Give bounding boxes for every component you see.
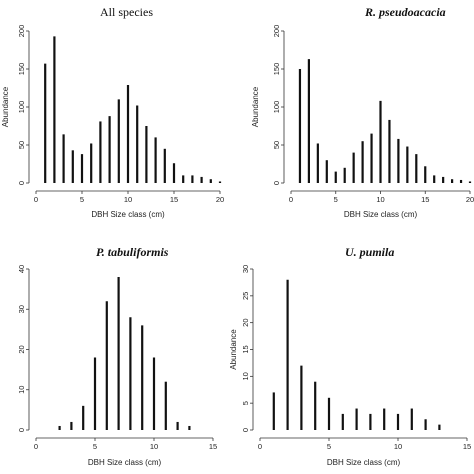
x-tick-label-top-right-15: 15 bbox=[421, 195, 429, 204]
x-tick-label-bottom-right-15: 15 bbox=[463, 442, 471, 451]
y-tick-label-top-left-200: 200 bbox=[17, 25, 26, 38]
panel-title-bottom-right: U. pumila bbox=[345, 245, 394, 259]
x-tick-label-top-right-10: 10 bbox=[376, 195, 384, 204]
x-tick-label-bottom-left-5: 5 bbox=[93, 442, 97, 451]
panel-title-bottom-left: P. tabuliformis bbox=[96, 245, 169, 259]
x-tick-label-top-left-10: 10 bbox=[124, 195, 132, 204]
y-tick-label-bottom-left-10: 10 bbox=[17, 386, 26, 394]
y-tick-label-top-right-150: 150 bbox=[272, 63, 281, 76]
x-tick-label-bottom-left-10: 10 bbox=[150, 442, 158, 451]
x-tick-label-top-right-0: 0 bbox=[289, 195, 293, 204]
y-tick-label-bottom-left-20: 20 bbox=[17, 345, 26, 353]
x-tick-label-top-left-5: 5 bbox=[80, 195, 84, 204]
y-tick-label-top-left-50: 50 bbox=[17, 141, 26, 149]
x-axis-label-top-left: DBH Size class (cm) bbox=[91, 210, 165, 219]
y-tick-label-bottom-right-20: 20 bbox=[241, 318, 250, 326]
y-tick-label-top-right-200: 200 bbox=[272, 25, 281, 38]
x-tick-label-top-left-0: 0 bbox=[34, 195, 38, 204]
y-tick-label-bottom-left-0: 0 bbox=[17, 428, 26, 432]
x-axis-label-bottom-right: DBH Size class (cm) bbox=[327, 458, 401, 467]
y-tick-label-top-left-150: 150 bbox=[17, 63, 26, 76]
y-tick-label-bottom-right-15: 15 bbox=[241, 345, 250, 353]
panel-title-top-right: R. pseudoacacia bbox=[364, 5, 446, 19]
x-tick-label-bottom-left-15: 15 bbox=[209, 442, 217, 451]
x-tick-label-bottom-left-0: 0 bbox=[34, 442, 38, 451]
y-tick-label-top-right-0: 0 bbox=[272, 181, 281, 185]
y-tick-label-top-left-100: 100 bbox=[17, 101, 26, 114]
panel-title-top-left: All species bbox=[100, 5, 153, 19]
y-tick-label-bottom-right-10: 10 bbox=[241, 372, 250, 380]
x-tick-label-bottom-right-10: 10 bbox=[394, 442, 402, 451]
x-tick-label-top-right-5: 5 bbox=[334, 195, 338, 204]
x-tick-label-bottom-right-5: 5 bbox=[327, 442, 331, 451]
x-tick-label-top-left-20: 20 bbox=[216, 195, 224, 204]
y-axis-label-top-right: Abundance bbox=[251, 86, 260, 127]
y-tick-label-bottom-right-25: 25 bbox=[241, 292, 250, 300]
y-axis-label-top-left: Abundance bbox=[1, 86, 10, 127]
x-tick-label-bottom-right-0: 0 bbox=[258, 442, 262, 451]
x-tick-label-top-right-20: 20 bbox=[466, 195, 474, 204]
y-tick-label-bottom-right-0: 0 bbox=[241, 428, 250, 432]
y-tick-label-top-right-100: 100 bbox=[272, 101, 281, 114]
y-tick-label-top-left-0: 0 bbox=[17, 181, 26, 185]
y-tick-label-bottom-right-5: 5 bbox=[241, 401, 250, 405]
y-tick-label-bottom-right-30: 30 bbox=[241, 265, 250, 273]
y-tick-label-bottom-left-30: 30 bbox=[17, 305, 26, 313]
y-tick-label-bottom-left-40: 40 bbox=[17, 265, 26, 273]
x-axis-label-top-right: DBH Size class (cm) bbox=[344, 210, 418, 219]
y-tick-label-top-right-50: 50 bbox=[272, 141, 281, 149]
x-axis-label-bottom-left: DBH Size class (cm) bbox=[88, 458, 162, 467]
x-tick-label-top-left-15: 15 bbox=[170, 195, 178, 204]
y-axis-label-bottom-right: Abundance bbox=[229, 329, 238, 370]
